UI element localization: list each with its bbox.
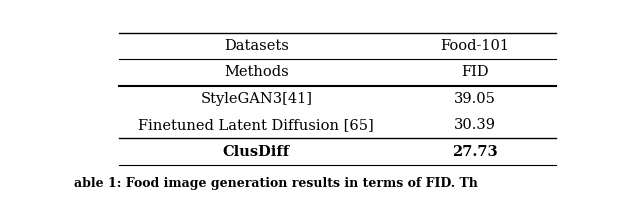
Text: Food-101: Food-101	[441, 39, 510, 53]
Text: FID: FID	[461, 65, 489, 79]
Text: 27.73: 27.73	[452, 145, 498, 159]
Text: 30.39: 30.39	[454, 118, 496, 132]
Text: Methods: Methods	[224, 65, 288, 79]
Text: 39.05: 39.05	[454, 92, 496, 106]
Text: Datasets: Datasets	[224, 39, 288, 53]
Text: ClusDiff: ClusDiff	[223, 145, 290, 159]
Text: Finetuned Latent Diffusion [65]: Finetuned Latent Diffusion [65]	[138, 118, 374, 132]
Text: able 1: Food image generation results in terms of FID. Th: able 1: Food image generation results in…	[74, 178, 478, 191]
Text: StyleGAN3[41]: StyleGAN3[41]	[200, 92, 313, 106]
